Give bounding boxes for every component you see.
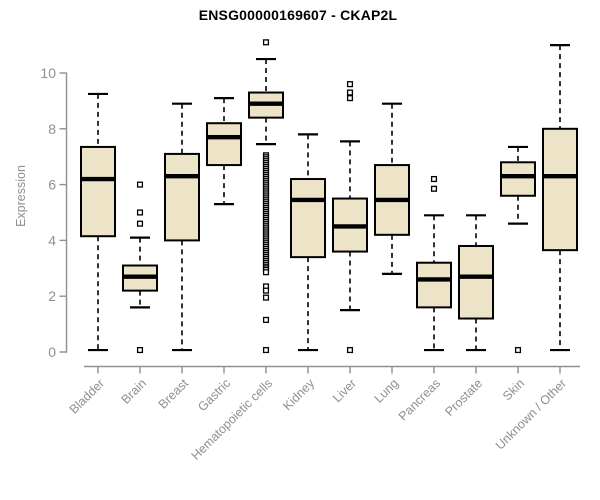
x-tick-label-kidney: Kidney [280, 376, 317, 413]
outlier-point [136, 346, 144, 354]
iqr-box [290, 178, 326, 259]
y-tick-label: 10 [40, 65, 56, 81]
y-tick-label: 4 [48, 232, 56, 248]
boxplot-brain [122, 181, 158, 354]
boxplot-kidney [290, 133, 326, 352]
boxplot-breast [164, 102, 200, 352]
x-tick-label-prostate: Prostate [442, 376, 485, 419]
outlier-point [346, 95, 354, 102]
iqr-box [206, 122, 242, 167]
boxplot-prostate [458, 214, 494, 352]
outlier-point [262, 346, 270, 354]
iqr-box [416, 261, 452, 309]
iqr-box [542, 127, 578, 252]
x-tick-label-bladder: Bladder [67, 376, 107, 416]
x-tick-label-skin: Skin [500, 376, 527, 403]
iqr-box [458, 244, 494, 320]
iqr-box [164, 152, 200, 242]
outlier-point [262, 316, 270, 323]
boxplot-unknown-other [542, 43, 578, 352]
x-tick-label-liver: Liver [330, 376, 359, 405]
boxplot-hematopoietic-cells [248, 39, 284, 354]
x-tick-label-hematopoietic-cells: Hematopoietic cells [189, 376, 276, 463]
outlier-point [346, 89, 354, 96]
outlier-point [514, 346, 522, 354]
x-tick-label-breast: Breast [156, 376, 192, 412]
outlier-point [136, 181, 144, 188]
outlier-point [262, 39, 270, 46]
chart-title: ENSG00000169607 - CKAP2L [198, 7, 398, 23]
x-tick-label-gastric: Gastric [195, 376, 233, 414]
outlier-point [346, 81, 354, 88]
boxplot-gastric [206, 97, 242, 206]
x-tick-label-unknown-other: Unknown / Other [493, 376, 569, 452]
x-tick-label-brain: Brain [119, 376, 150, 407]
outlier-point [136, 220, 144, 227]
y-tick-label: 2 [48, 288, 56, 304]
boxplot-skin [500, 145, 536, 354]
boxplot-pancreas [416, 175, 452, 352]
boxplot-bladder [80, 92, 116, 352]
outlier-point [262, 294, 270, 301]
outlier-point [430, 185, 438, 192]
iqr-box [80, 145, 116, 238]
outlier-point [262, 287, 270, 294]
outlier-point [262, 269, 270, 276]
y-tick-label: 8 [48, 121, 56, 137]
y-tick-label: 0 [48, 344, 56, 360]
boxplot-lung [374, 102, 410, 275]
x-tick-label-lung: Lung [372, 376, 402, 406]
x-tick-label-pancreas: Pancreas [396, 376, 443, 423]
boxplot-liver [332, 81, 368, 354]
outlier-point [346, 346, 354, 354]
outlier-point [136, 209, 144, 216]
iqr-box [500, 161, 536, 197]
outlier-point [430, 175, 438, 183]
y-tick-label: 6 [48, 177, 56, 193]
